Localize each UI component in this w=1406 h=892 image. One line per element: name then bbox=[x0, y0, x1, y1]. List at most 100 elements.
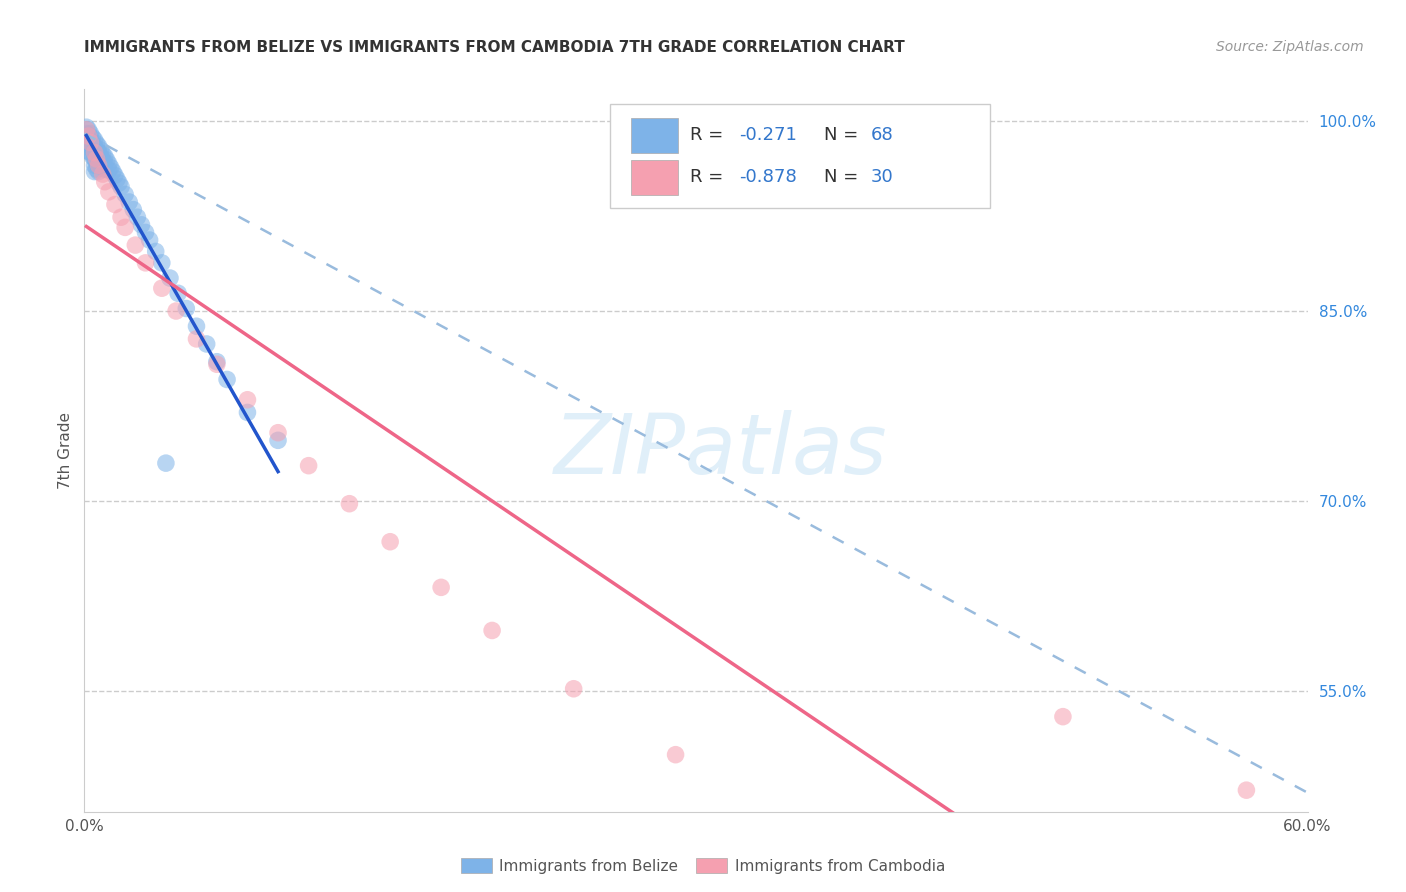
Point bbox=[828, 834, 851, 848]
Point bbox=[186, 332, 208, 346]
Point bbox=[77, 122, 100, 136]
Point bbox=[86, 136, 108, 151]
Point bbox=[79, 136, 101, 150]
Point bbox=[96, 153, 118, 168]
Point bbox=[430, 580, 453, 594]
FancyBboxPatch shape bbox=[631, 160, 678, 194]
Point bbox=[481, 624, 503, 638]
Point bbox=[75, 133, 97, 147]
Point bbox=[131, 218, 153, 232]
Point bbox=[79, 139, 101, 153]
Point bbox=[83, 139, 105, 153]
Point bbox=[150, 256, 173, 270]
Point bbox=[186, 319, 208, 334]
Point bbox=[86, 152, 108, 166]
Point bbox=[145, 244, 167, 259]
Point bbox=[100, 161, 122, 175]
Point bbox=[90, 155, 112, 169]
Point bbox=[79, 133, 101, 147]
Point bbox=[87, 158, 110, 172]
Point bbox=[114, 187, 136, 202]
Point bbox=[91, 153, 114, 168]
Point bbox=[97, 185, 120, 199]
Point bbox=[124, 238, 146, 252]
Text: IMMIGRANTS FROM BELIZE VS IMMIGRANTS FROM CAMBODIA 7TH GRADE CORRELATION CHART: IMMIGRANTS FROM BELIZE VS IMMIGRANTS FRO… bbox=[84, 40, 905, 55]
Point bbox=[1236, 783, 1258, 797]
Point bbox=[87, 158, 110, 172]
Point bbox=[93, 162, 115, 177]
FancyBboxPatch shape bbox=[631, 118, 678, 153]
Point bbox=[90, 149, 112, 163]
Point bbox=[93, 149, 115, 163]
Point bbox=[267, 434, 290, 448]
Point bbox=[150, 281, 173, 295]
Point bbox=[79, 145, 101, 160]
Point bbox=[138, 233, 160, 247]
Point bbox=[267, 425, 290, 440]
Point bbox=[135, 226, 157, 240]
Point bbox=[205, 355, 228, 369]
Text: R =: R = bbox=[690, 169, 728, 186]
Text: ZIPatlas: ZIPatlas bbox=[554, 410, 887, 491]
Point bbox=[82, 130, 104, 145]
Point bbox=[1052, 709, 1074, 723]
FancyBboxPatch shape bbox=[610, 103, 990, 209]
Point bbox=[665, 747, 688, 762]
Point bbox=[104, 169, 127, 183]
Point bbox=[110, 211, 132, 225]
Point bbox=[165, 304, 187, 318]
Point bbox=[83, 145, 105, 160]
Point bbox=[155, 456, 177, 470]
Point bbox=[205, 357, 228, 371]
Point bbox=[105, 172, 128, 186]
Point bbox=[86, 143, 108, 157]
Point bbox=[86, 162, 108, 177]
Point bbox=[75, 127, 97, 141]
Point bbox=[90, 143, 112, 157]
Point bbox=[82, 143, 104, 157]
Point bbox=[108, 176, 131, 190]
Legend: Immigrants from Belize, Immigrants from Cambodia: Immigrants from Belize, Immigrants from … bbox=[454, 852, 952, 880]
Point bbox=[91, 160, 114, 174]
Point bbox=[75, 120, 97, 135]
Y-axis label: 7th Grade: 7th Grade bbox=[58, 412, 73, 489]
Point bbox=[127, 211, 149, 225]
Point bbox=[79, 127, 101, 141]
Point bbox=[87, 164, 110, 178]
Text: N =: N = bbox=[824, 127, 865, 145]
Point bbox=[75, 122, 97, 136]
Point bbox=[83, 164, 105, 178]
Point bbox=[83, 145, 105, 160]
Point bbox=[159, 271, 181, 285]
Point bbox=[135, 256, 157, 270]
Point bbox=[77, 136, 100, 151]
Point bbox=[380, 534, 402, 549]
Point bbox=[97, 163, 120, 178]
Point bbox=[93, 155, 115, 169]
Text: 30: 30 bbox=[870, 169, 894, 186]
Point bbox=[217, 372, 239, 386]
Point bbox=[101, 164, 124, 178]
Text: N =: N = bbox=[824, 169, 865, 186]
Point bbox=[122, 202, 145, 217]
Point bbox=[562, 681, 585, 696]
Point bbox=[236, 405, 259, 419]
Point bbox=[77, 129, 100, 144]
Point bbox=[83, 152, 105, 166]
Point bbox=[298, 458, 321, 473]
Point bbox=[77, 145, 100, 159]
Point bbox=[174, 301, 197, 316]
Point bbox=[110, 179, 132, 194]
Point bbox=[87, 145, 110, 160]
Text: -0.271: -0.271 bbox=[738, 127, 797, 145]
Text: -0.878: -0.878 bbox=[738, 169, 797, 186]
Point bbox=[86, 155, 108, 169]
Point bbox=[87, 139, 110, 153]
Point bbox=[167, 286, 190, 301]
Point bbox=[87, 152, 110, 166]
Point bbox=[339, 497, 361, 511]
Point bbox=[195, 337, 218, 351]
Point bbox=[86, 149, 108, 163]
Point bbox=[82, 136, 104, 151]
Text: R =: R = bbox=[690, 127, 728, 145]
